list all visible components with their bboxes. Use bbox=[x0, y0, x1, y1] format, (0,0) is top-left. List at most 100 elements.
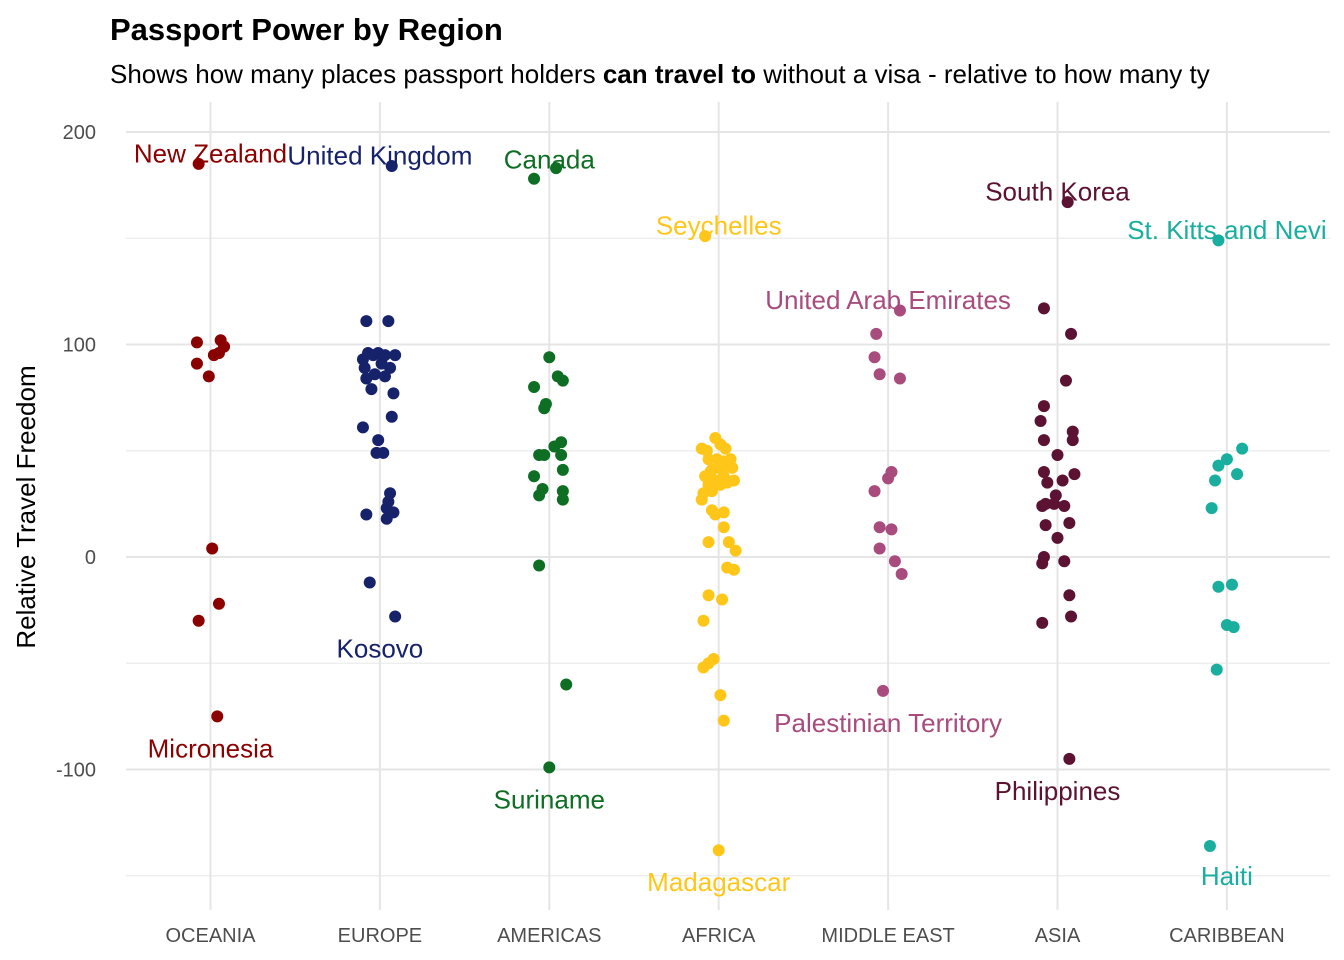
data-point bbox=[1227, 621, 1240, 634]
point-annotations: New Zealand United Kingdom Canada Seychelle… bbox=[134, 138, 1327, 897]
data-point bbox=[893, 372, 906, 385]
y-axis-ticks: 200 100 0 -100 bbox=[56, 122, 96, 782]
data-point bbox=[895, 568, 908, 580]
data-point bbox=[727, 563, 740, 576]
data-point bbox=[722, 536, 735, 549]
data-point bbox=[1056, 474, 1069, 487]
data-point bbox=[695, 493, 708, 506]
data-point bbox=[697, 614, 710, 627]
data-point bbox=[556, 463, 569, 476]
data-point bbox=[555, 449, 568, 461]
data-point bbox=[356, 421, 369, 434]
data-point bbox=[1051, 449, 1064, 461]
data-point bbox=[538, 402, 551, 415]
data-point bbox=[380, 512, 393, 525]
data-point bbox=[702, 453, 715, 466]
point-label: Palestinian Territory bbox=[774, 708, 1002, 738]
data-point bbox=[360, 508, 373, 521]
point-label: Seychelles bbox=[656, 211, 782, 241]
data-point bbox=[1061, 196, 1074, 209]
data-point bbox=[387, 387, 400, 400]
point-label: South Korea bbox=[985, 177, 1130, 207]
data-point bbox=[206, 542, 219, 555]
data-point bbox=[717, 714, 730, 727]
data-point bbox=[556, 374, 569, 387]
subtitle-bold-part: can travel to bbox=[603, 59, 756, 89]
data-point bbox=[1037, 302, 1050, 315]
data-point bbox=[1236, 442, 1249, 455]
data-point bbox=[705, 485, 718, 498]
point-label: Philippines bbox=[995, 776, 1121, 806]
data-point bbox=[721, 476, 734, 489]
data-point bbox=[372, 434, 385, 447]
data-point bbox=[202, 370, 215, 383]
data-point bbox=[882, 472, 895, 485]
data-point bbox=[702, 536, 715, 549]
data-point bbox=[1048, 497, 1061, 510]
data-point bbox=[1039, 497, 1052, 510]
data-point bbox=[714, 689, 727, 702]
subtitle-part-2: without a visa - relative to how many ty bbox=[756, 59, 1210, 89]
data-point bbox=[533, 559, 546, 572]
data-point bbox=[716, 593, 729, 606]
data-point bbox=[1034, 415, 1047, 427]
point-label: Madagascar bbox=[647, 867, 790, 897]
x-tick-label: AMERICAS bbox=[497, 925, 601, 947]
data-point bbox=[868, 485, 881, 498]
data-point bbox=[873, 521, 886, 534]
y-tick-label: 200 bbox=[63, 122, 96, 144]
data-point bbox=[365, 383, 378, 396]
data-point bbox=[556, 485, 569, 498]
data-point bbox=[1212, 580, 1225, 593]
point-label: Suriname bbox=[494, 784, 605, 814]
point-label: St. Kitts and Nevi bbox=[1127, 215, 1326, 245]
data-point bbox=[1225, 578, 1238, 591]
data-point bbox=[389, 349, 402, 362]
data-point bbox=[550, 162, 563, 175]
data-point bbox=[556, 493, 569, 506]
y-tick-label: -100 bbox=[56, 760, 96, 782]
y-axis-label: Relative Travel Freedom bbox=[11, 365, 41, 648]
point-label: Kosovo bbox=[337, 633, 424, 663]
x-tick-label: ASIA bbox=[1035, 925, 1081, 947]
data-point bbox=[873, 542, 886, 555]
data-point bbox=[1036, 616, 1049, 629]
point-label: New Zealand bbox=[134, 138, 287, 168]
data-point bbox=[1209, 474, 1222, 487]
data-point bbox=[192, 157, 205, 170]
data-point bbox=[1063, 589, 1076, 602]
x-tick-label: MIDDLE EAST bbox=[821, 925, 954, 947]
data-point bbox=[385, 410, 398, 423]
data-point bbox=[528, 470, 541, 483]
data-point bbox=[697, 661, 710, 674]
subtitle-part-1: Shows how many places passport holders bbox=[110, 59, 603, 89]
data-point bbox=[1037, 400, 1050, 413]
data-point bbox=[1039, 519, 1052, 532]
data-points bbox=[190, 157, 1249, 857]
data-point bbox=[1063, 752, 1076, 765]
x-tick-label: CARIBBEAN bbox=[1169, 925, 1285, 947]
data-point bbox=[877, 684, 890, 697]
data-point bbox=[893, 304, 906, 317]
data-point bbox=[717, 506, 730, 519]
data-point bbox=[190, 336, 203, 349]
data-point bbox=[1220, 453, 1233, 466]
y-tick-label: 100 bbox=[63, 335, 96, 357]
data-point bbox=[1063, 517, 1076, 529]
data-point bbox=[1212, 459, 1225, 472]
data-point bbox=[358, 361, 371, 374]
data-point bbox=[699, 230, 712, 243]
data-point bbox=[868, 351, 881, 364]
data-point bbox=[719, 442, 732, 455]
data-point bbox=[377, 446, 390, 459]
data-point bbox=[533, 489, 546, 502]
data-point bbox=[888, 555, 901, 568]
data-point bbox=[1210, 663, 1223, 676]
chart-title: Passport Power by Region bbox=[110, 12, 503, 47]
data-point bbox=[1203, 840, 1216, 852]
x-tick-label: OCEANIA bbox=[165, 925, 256, 947]
data-point bbox=[702, 589, 715, 602]
data-point bbox=[528, 172, 541, 185]
data-point bbox=[712, 844, 725, 857]
